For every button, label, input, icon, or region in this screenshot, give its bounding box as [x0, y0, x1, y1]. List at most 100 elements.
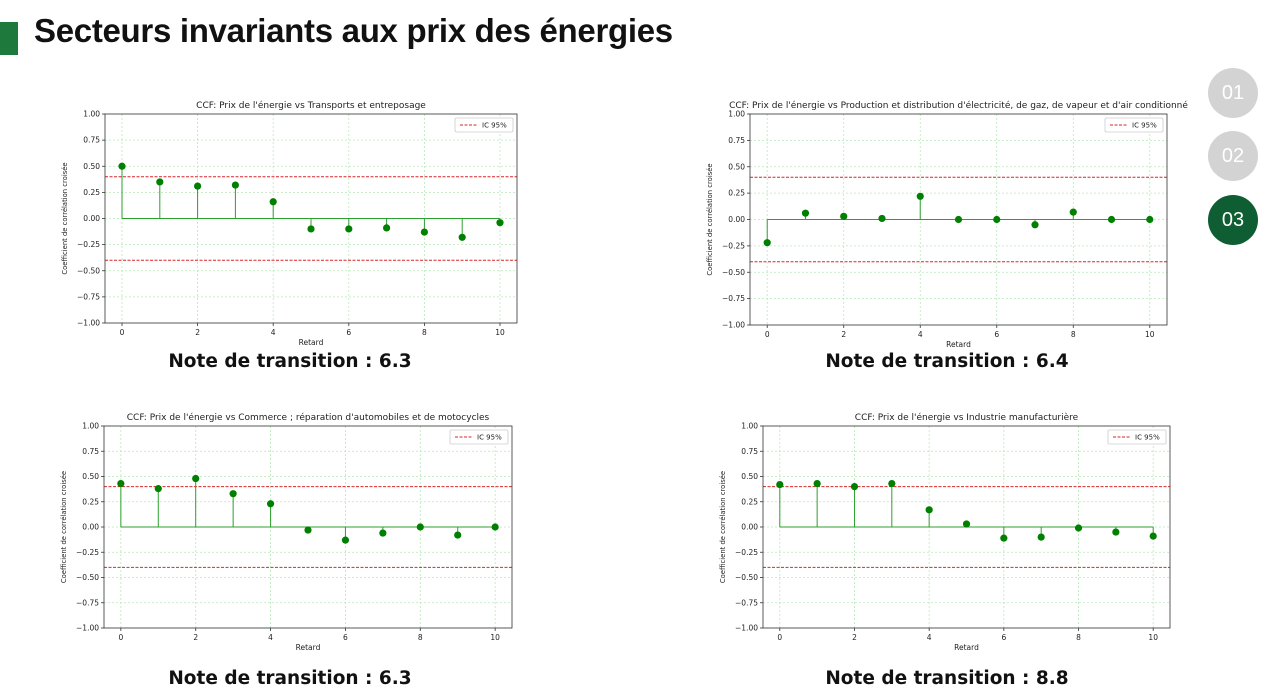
- x-axis-label: Retard: [954, 643, 979, 652]
- y-axis-label: Coefficient de corrélation croisée: [719, 471, 727, 583]
- y-tick-label: 0.50: [82, 472, 99, 481]
- x-tick-label: 0: [765, 330, 770, 339]
- stem-marker: [118, 162, 126, 170]
- y-tick-label: 0.25: [741, 497, 758, 506]
- nav-item-01[interactable]: 01: [1208, 68, 1258, 118]
- y-tick-label: 0.00: [83, 214, 100, 223]
- stem-marker: [266, 500, 275, 508]
- stem-marker: [304, 526, 312, 534]
- y-tick-label: 1.00: [741, 422, 758, 431]
- y-tick-label: 1.00: [82, 422, 99, 431]
- stem-marker: [156, 178, 164, 186]
- stem-marker: [1074, 524, 1083, 532]
- transition-note-electricite: Note de transition : 6.4: [825, 351, 1069, 372]
- y-tick-label: −1.00: [77, 319, 100, 328]
- stem-marker: [993, 215, 1001, 224]
- x-tick-label: 6: [346, 328, 351, 337]
- stem-marker: [763, 239, 771, 247]
- stem-marker: [192, 474, 200, 483]
- y-tick-label: 1.00: [728, 110, 745, 119]
- stem-marker: [307, 225, 315, 233]
- stem-marker: [878, 214, 886, 223]
- x-tick-label: 10: [1145, 330, 1155, 339]
- y-tick-label: 0.75: [82, 447, 99, 456]
- stem-marker: [916, 192, 924, 200]
- stem-marker: [416, 523, 424, 531]
- stem-marker: [229, 490, 237, 498]
- x-tick-label: 0: [777, 633, 782, 642]
- stem-marker: [1146, 215, 1154, 224]
- chart-title: CCF: Prix de l'énergie vs Transports et …: [196, 100, 426, 111]
- stem-marker: [1000, 534, 1008, 542]
- x-axis-label: Retard: [946, 340, 971, 349]
- x-tick-label: 6: [994, 330, 999, 339]
- stem-marker: [341, 536, 350, 544]
- stem-marker: [194, 182, 202, 190]
- stem-marker: [491, 523, 499, 531]
- stem-marker: [813, 479, 821, 488]
- x-axis-label: Retard: [299, 338, 324, 347]
- y-tick-label: 0.00: [741, 523, 758, 532]
- y-tick-label: −0.75: [735, 598, 758, 607]
- stem-marker: [850, 483, 859, 491]
- stem-marker: [1069, 208, 1077, 216]
- stem-marker: [420, 228, 428, 236]
- chart-title: CCF: Prix de l'énergie vs Commerce ; rép…: [127, 412, 490, 423]
- y-tick-label: −1.00: [735, 624, 758, 633]
- y-tick-label: 0.25: [728, 189, 745, 198]
- y-tick-label: −0.50: [722, 268, 745, 277]
- x-tick-label: 6: [1001, 633, 1006, 642]
- y-tick-label: 0.50: [83, 162, 100, 171]
- x-tick-label: 8: [1071, 330, 1076, 339]
- stem-marker: [154, 485, 162, 493]
- stem-marker: [962, 520, 971, 528]
- legend-label: IC 95%: [1135, 434, 1160, 442]
- stem-marker: [1149, 532, 1157, 540]
- transition-note-industrie: Note de transition : 8.8: [825, 668, 1069, 689]
- y-tick-label: 0.25: [83, 188, 100, 197]
- x-tick-label: 10: [490, 633, 500, 642]
- stem-marker: [1112, 528, 1120, 536]
- stem-marker: [231, 181, 240, 189]
- y-tick-label: −0.75: [77, 292, 100, 301]
- stem-marker: [379, 529, 387, 537]
- ccf-chart-industrie: CCF: Prix de l'énergie vs Industrie manu…: [719, 412, 1171, 652]
- y-tick-label: −0.50: [76, 573, 99, 582]
- stem-marker: [888, 479, 896, 488]
- y-tick-label: 0.75: [728, 136, 745, 145]
- nav-item-02[interactable]: 02: [1208, 131, 1258, 181]
- y-tick-label: −0.50: [735, 573, 758, 582]
- title-accent-bar: [0, 22, 18, 55]
- y-tick-label: 0.00: [728, 215, 745, 224]
- legend-label: IC 95%: [482, 122, 507, 130]
- x-tick-label: 2: [193, 633, 198, 642]
- x-tick-label: 4: [927, 633, 932, 642]
- y-axis-label: Coefficient de corrélation croisée: [706, 163, 714, 275]
- y-tick-label: −0.25: [722, 241, 745, 250]
- legend-box: [454, 117, 514, 133]
- chart-title: CCF: Prix de l'énergie vs Industrie manu…: [855, 412, 1079, 423]
- stem-marker: [801, 209, 810, 217]
- x-tick-label: 0: [120, 328, 125, 337]
- stem-marker: [269, 198, 277, 206]
- ccf-chart-transports: CCF: Prix de l'énergie vs Transports et …: [61, 100, 518, 347]
- y-tick-label: −0.25: [735, 548, 758, 557]
- y-tick-label: 0.75: [83, 136, 100, 145]
- stem-marker: [454, 531, 462, 539]
- ccf-chart-commerce: CCF: Prix de l'énergie vs Commerce ; rép…: [60, 412, 513, 652]
- stem-marker: [776, 480, 784, 489]
- stem-marker: [840, 212, 848, 220]
- legend-box: [1104, 117, 1164, 133]
- x-tick-label: 4: [271, 328, 276, 337]
- y-tick-label: −0.25: [77, 240, 100, 249]
- x-tick-label: 4: [918, 330, 923, 339]
- x-tick-label: 4: [268, 633, 273, 642]
- stem-marker: [117, 479, 125, 488]
- legend-box: [1107, 429, 1167, 445]
- y-tick-label: 1.00: [83, 110, 100, 119]
- stem-marker: [496, 219, 504, 227]
- transition-note-transports: Note de transition : 6.3: [168, 351, 412, 372]
- nav-item-03[interactable]: 03: [1208, 195, 1258, 245]
- x-axis-label: Retard: [296, 643, 321, 652]
- x-tick-label: 8: [418, 633, 423, 642]
